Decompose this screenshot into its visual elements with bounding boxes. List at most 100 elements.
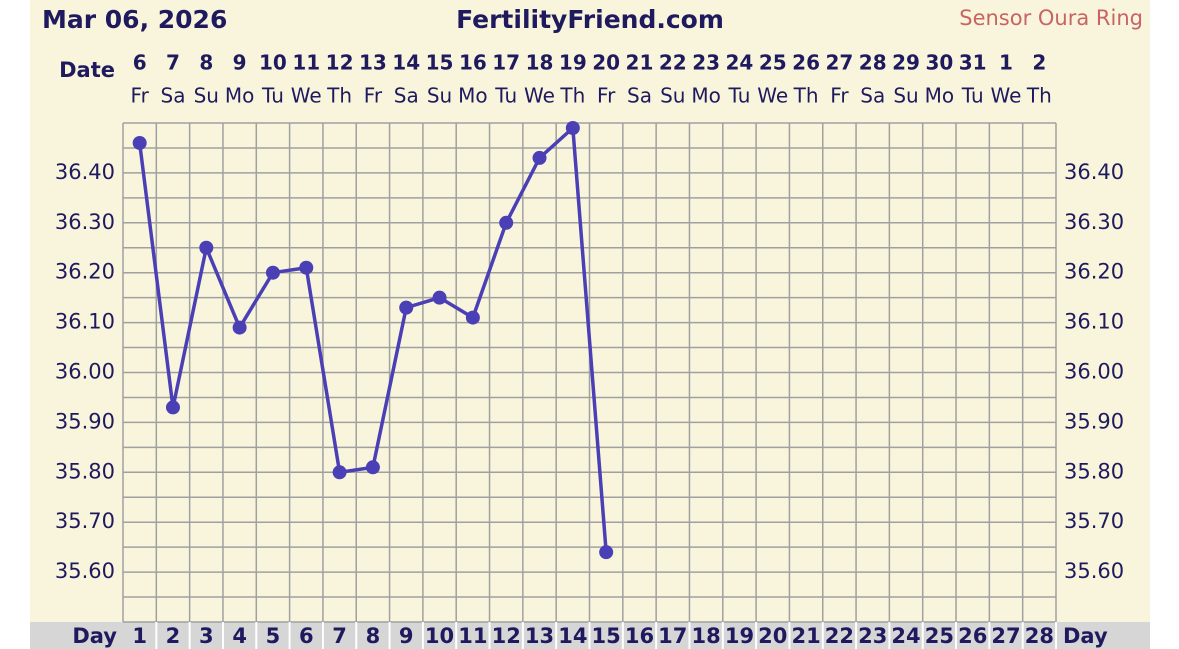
weekday-label: Tu xyxy=(494,84,517,108)
day-label: Day xyxy=(1063,624,1108,648)
weekday-label: Sa xyxy=(394,84,419,108)
weekday-label: Su xyxy=(427,84,452,108)
weekday-label: Tu xyxy=(961,84,984,108)
date-label: 8 xyxy=(199,51,213,75)
day-number: 3 xyxy=(199,624,214,648)
date-label: 26 xyxy=(792,51,820,75)
y-tick-label: 35.70 xyxy=(55,509,115,533)
weekday-label: Su xyxy=(194,84,219,108)
day-number: 17 xyxy=(658,624,687,648)
day-number: 22 xyxy=(825,624,854,648)
y2-tick-label: 36.30 xyxy=(1064,210,1124,234)
weekday-label: Sa xyxy=(161,84,186,108)
temperature-point xyxy=(265,265,280,280)
day-number: 1 xyxy=(132,624,147,648)
date-label: 18 xyxy=(526,51,554,75)
date-label: 14 xyxy=(392,51,420,75)
day-number: 15 xyxy=(592,624,621,648)
day-number: 16 xyxy=(625,624,654,648)
y2-tick-label: 36.10 xyxy=(1064,310,1124,334)
day-number: 8 xyxy=(366,624,381,648)
weekday-label: We xyxy=(991,84,1022,108)
y2-tick-label: 35.90 xyxy=(1064,409,1124,433)
temperature-point xyxy=(132,135,147,150)
weekday-label: Tu xyxy=(261,84,284,108)
day-number: 24 xyxy=(891,624,920,648)
y2-tick-label: 35.60 xyxy=(1064,559,1124,583)
weekday-label: Fr xyxy=(131,84,150,108)
date-label: 20 xyxy=(592,51,620,75)
y2-tick-label: 35.80 xyxy=(1064,459,1124,483)
day-number: 13 xyxy=(525,624,554,648)
date-label: 28 xyxy=(859,51,887,75)
date-label: 1 xyxy=(999,51,1013,75)
date-label: 9 xyxy=(233,51,247,75)
weekday-label: Fr xyxy=(597,84,616,108)
date-label: 2 xyxy=(1032,51,1046,75)
weekday-label: Th xyxy=(1026,84,1052,108)
day-number: 9 xyxy=(399,624,414,648)
weekday-label: Sa xyxy=(627,84,652,108)
weekday-label: Su xyxy=(893,84,918,108)
chart-title: Mar 06, 2026 xyxy=(42,5,227,34)
date-label: 30 xyxy=(925,51,953,75)
y-tick-label: 35.60 xyxy=(55,559,115,583)
date-label: 12 xyxy=(326,51,354,75)
day-number: 14 xyxy=(558,624,587,648)
y-tick-label: 36.30 xyxy=(55,210,115,234)
day-number: 7 xyxy=(332,624,347,648)
day-number: 4 xyxy=(232,624,247,648)
weekday-label: Th xyxy=(326,84,352,108)
y2-tick-label: 36.40 xyxy=(1064,160,1124,184)
temperature-point xyxy=(399,300,414,315)
weekday-label: Th xyxy=(559,84,585,108)
day-number: 18 xyxy=(692,624,721,648)
weekday-label: Mo xyxy=(691,84,721,108)
temperature-point xyxy=(499,215,514,230)
date-label: 31 xyxy=(959,51,987,75)
date-label: 19 xyxy=(559,51,587,75)
day-number: 19 xyxy=(725,624,754,648)
weekday-label: We xyxy=(757,84,788,108)
annotation: Sensor Oura Ring xyxy=(959,6,1143,30)
temperature-point xyxy=(432,290,447,305)
date-label: 13 xyxy=(359,51,387,75)
date-label: 16 xyxy=(459,51,487,75)
weekday-label: Fr xyxy=(364,84,383,108)
date-label: 29 xyxy=(892,51,920,75)
day-number: 27 xyxy=(991,624,1020,648)
day-number: 21 xyxy=(791,624,820,648)
temperature-point xyxy=(332,465,347,480)
date-label: 10 xyxy=(259,51,287,75)
weekday-label: Mo xyxy=(458,84,488,108)
temperature-point xyxy=(599,545,614,560)
day-number: 20 xyxy=(758,624,787,648)
temperature-point xyxy=(232,320,247,335)
temperature-point xyxy=(299,260,314,275)
day-number: 23 xyxy=(858,624,887,648)
weekday-label: Su xyxy=(660,84,685,108)
temperature-point xyxy=(465,310,480,325)
chart-subtitle: FertilityFriend.com xyxy=(456,5,724,34)
weekday-label: Mo xyxy=(925,84,955,108)
weekday-label: Sa xyxy=(860,84,885,108)
y2-tick-label: 36.20 xyxy=(1064,260,1124,284)
temperature-point xyxy=(165,400,180,415)
day-number: 11 xyxy=(458,624,487,648)
day-number: 25 xyxy=(925,624,954,648)
y-tick-label: 35.80 xyxy=(55,459,115,483)
day-number: 5 xyxy=(266,624,281,648)
date-label: 6 xyxy=(133,51,147,75)
date-label: 24 xyxy=(726,51,754,75)
day-number: 12 xyxy=(492,624,521,648)
weekday-label: We xyxy=(524,84,555,108)
y2-tick-label: 35.70 xyxy=(1064,509,1124,533)
date-label: 22 xyxy=(659,51,687,75)
weekday-label: Mo xyxy=(225,84,255,108)
y-tick-label: 36.00 xyxy=(55,360,115,384)
date-label: 7 xyxy=(166,51,180,75)
date-label: Date xyxy=(59,58,115,82)
day-label: Day xyxy=(72,624,117,648)
